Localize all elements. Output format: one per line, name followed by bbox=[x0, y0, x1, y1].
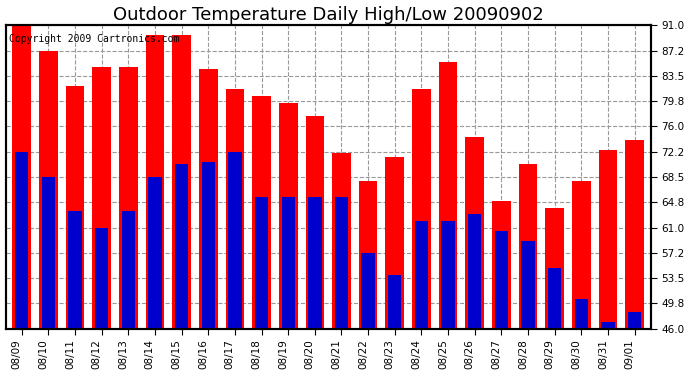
Title: Outdoor Temperature Daily High/Low 20090902: Outdoor Temperature Daily High/Low 20090… bbox=[112, 6, 544, 24]
Bar bbox=[412, 89, 431, 329]
Bar bbox=[308, 197, 322, 329]
Bar bbox=[226, 89, 244, 329]
Bar bbox=[119, 67, 137, 329]
Bar bbox=[12, 25, 31, 329]
Bar bbox=[468, 214, 482, 329]
Bar bbox=[175, 164, 188, 329]
Bar bbox=[388, 275, 402, 329]
Bar bbox=[386, 157, 404, 329]
Bar bbox=[41, 177, 55, 329]
Bar bbox=[575, 299, 588, 329]
Bar bbox=[252, 96, 271, 329]
Bar bbox=[625, 140, 644, 329]
Bar bbox=[548, 268, 562, 329]
Bar bbox=[492, 201, 511, 329]
Bar bbox=[279, 103, 297, 329]
Bar bbox=[306, 116, 324, 329]
Bar bbox=[332, 153, 351, 329]
Bar bbox=[92, 67, 111, 329]
Bar bbox=[172, 35, 191, 329]
Bar bbox=[228, 152, 242, 329]
Bar bbox=[199, 69, 217, 329]
Bar bbox=[439, 62, 457, 329]
Bar bbox=[39, 51, 57, 329]
Bar bbox=[66, 86, 84, 329]
Bar bbox=[121, 211, 135, 329]
Bar bbox=[148, 177, 161, 329]
Bar bbox=[201, 162, 215, 329]
Bar bbox=[602, 322, 615, 329]
Bar bbox=[415, 221, 428, 329]
Bar bbox=[282, 197, 295, 329]
Bar bbox=[359, 180, 377, 329]
Bar bbox=[572, 180, 591, 329]
Bar bbox=[15, 152, 28, 329]
Bar bbox=[599, 150, 618, 329]
Bar bbox=[95, 228, 108, 329]
Bar bbox=[466, 136, 484, 329]
Bar bbox=[546, 207, 564, 329]
Bar bbox=[68, 211, 81, 329]
Bar bbox=[146, 35, 164, 329]
Bar bbox=[522, 242, 535, 329]
Bar bbox=[442, 221, 455, 329]
Text: Copyright 2009 Cartronics.com: Copyright 2009 Cartronics.com bbox=[9, 34, 179, 44]
Bar bbox=[362, 254, 375, 329]
Bar bbox=[255, 197, 268, 329]
Bar bbox=[628, 312, 642, 329]
Bar bbox=[519, 164, 538, 329]
Bar bbox=[495, 231, 508, 329]
Bar bbox=[335, 197, 348, 329]
